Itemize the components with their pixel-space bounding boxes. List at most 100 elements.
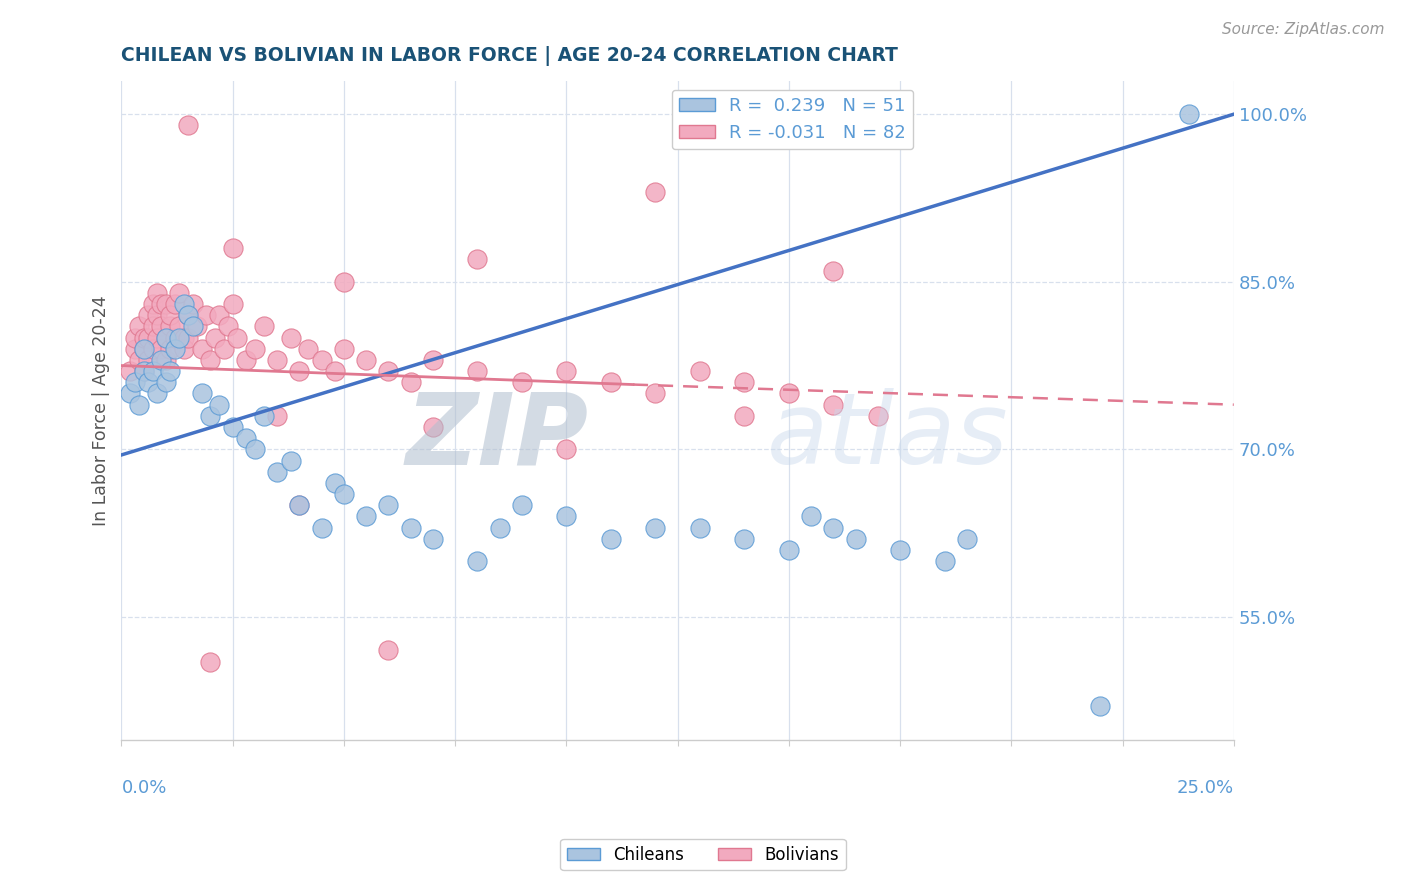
Text: 0.0%: 0.0%: [121, 779, 167, 797]
Point: [150, 297, 173, 311]
Point: [173, 342, 195, 356]
Point: [1090, 699, 1112, 714]
Point: [823, 263, 845, 277]
Point: [177, 119, 200, 133]
Point: [823, 398, 845, 412]
Point: [120, 364, 142, 378]
Point: [644, 386, 666, 401]
Point: [644, 186, 666, 200]
Point: [266, 353, 288, 368]
Point: [136, 376, 159, 390]
Point: [280, 453, 302, 467]
Point: [333, 487, 356, 501]
Point: [177, 331, 200, 345]
Text: atlas: atlas: [766, 388, 1008, 485]
Point: [323, 364, 346, 378]
Point: [311, 520, 333, 534]
Point: [599, 532, 621, 546]
Point: [146, 308, 169, 322]
Point: [354, 509, 377, 524]
Point: [190, 342, 212, 356]
Point: [555, 442, 578, 457]
Point: [181, 297, 204, 311]
Point: [200, 353, 222, 368]
Point: [689, 520, 711, 534]
Point: [186, 319, 208, 334]
Point: [212, 342, 235, 356]
Point: [956, 532, 979, 546]
Point: [399, 376, 422, 390]
Point: [243, 342, 266, 356]
Y-axis label: In Labor Force | Age 20-24: In Labor Force | Age 20-24: [93, 295, 110, 525]
Point: [146, 331, 169, 345]
Point: [297, 342, 319, 356]
Point: [510, 376, 533, 390]
Point: [159, 319, 181, 334]
Point: [132, 331, 155, 345]
Point: [467, 554, 489, 568]
Point: [467, 364, 489, 378]
Point: [866, 409, 889, 423]
Point: [204, 331, 226, 345]
Point: [163, 297, 186, 311]
Point: [155, 331, 177, 345]
Legend: R =  0.239   N = 51, R = -0.031   N = 82: R = 0.239 N = 51, R = -0.031 N = 82: [672, 90, 914, 149]
Point: [159, 342, 181, 356]
Point: [280, 331, 302, 345]
Point: [235, 353, 257, 368]
Point: [377, 643, 399, 657]
Point: [467, 252, 489, 267]
Text: Source: ZipAtlas.com: Source: ZipAtlas.com: [1222, 22, 1385, 37]
Point: [323, 475, 346, 490]
Point: [644, 520, 666, 534]
Point: [177, 308, 200, 322]
Point: [422, 532, 444, 546]
Point: [190, 386, 212, 401]
Point: [889, 542, 911, 557]
Point: [354, 353, 377, 368]
Point: [266, 409, 288, 423]
Point: [689, 364, 711, 378]
Point: [169, 285, 191, 300]
Point: [124, 376, 146, 390]
Point: [142, 297, 165, 311]
Point: [1178, 107, 1201, 121]
Point: [934, 554, 956, 568]
Point: [488, 520, 510, 534]
Point: [136, 308, 159, 322]
Point: [200, 409, 222, 423]
Point: [221, 241, 243, 255]
Point: [333, 342, 356, 356]
Point: [288, 498, 311, 512]
Point: [132, 364, 155, 378]
Point: [733, 409, 755, 423]
Point: [377, 364, 399, 378]
Point: [181, 319, 204, 334]
Point: [169, 319, 191, 334]
Point: [422, 420, 444, 434]
Point: [132, 342, 155, 356]
Point: [333, 275, 356, 289]
Point: [163, 342, 186, 356]
Point: [208, 398, 231, 412]
Point: [128, 353, 150, 368]
Point: [146, 386, 169, 401]
Point: [142, 342, 165, 356]
Point: [120, 386, 142, 401]
Point: [733, 376, 755, 390]
Point: [155, 331, 177, 345]
Point: [221, 297, 243, 311]
Point: [159, 364, 181, 378]
Point: [136, 331, 159, 345]
Point: [778, 542, 800, 557]
Point: [422, 353, 444, 368]
Point: [377, 498, 399, 512]
Point: [288, 498, 311, 512]
Point: [253, 409, 276, 423]
Point: [150, 353, 173, 368]
Point: [132, 364, 155, 378]
Point: [150, 342, 173, 356]
Point: [266, 465, 288, 479]
Point: [235, 431, 257, 445]
Point: [159, 308, 181, 322]
